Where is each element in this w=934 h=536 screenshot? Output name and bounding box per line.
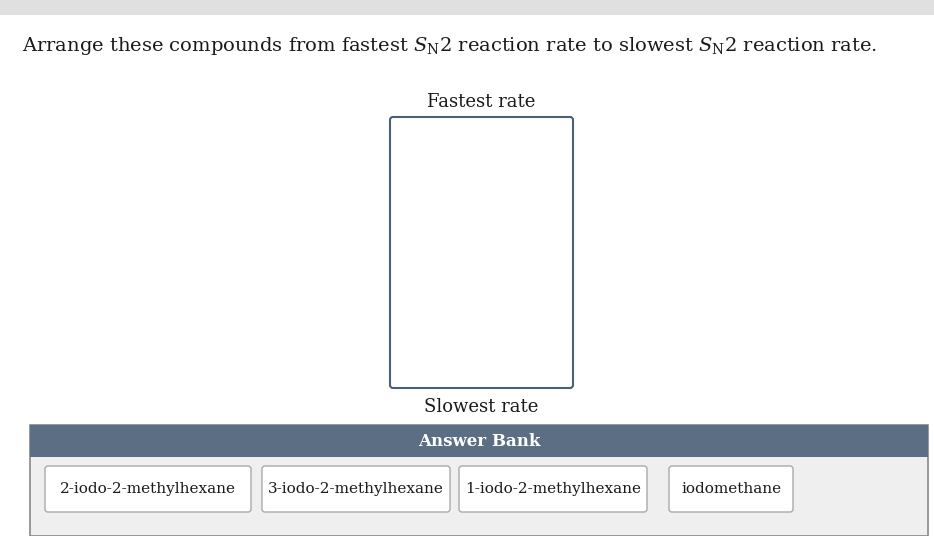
Bar <box>30 425 928 457</box>
FancyBboxPatch shape <box>459 466 647 512</box>
FancyBboxPatch shape <box>45 466 251 512</box>
Text: 3-iodo-2-methylhexane: 3-iodo-2-methylhexane <box>268 482 444 496</box>
FancyBboxPatch shape <box>262 466 450 512</box>
Text: Answer Bank: Answer Bank <box>417 433 540 450</box>
Text: Fastest rate: Fastest rate <box>428 93 536 111</box>
Text: iodomethane: iodomethane <box>681 482 781 496</box>
FancyBboxPatch shape <box>669 466 793 512</box>
Text: Slowest rate: Slowest rate <box>424 398 539 416</box>
Bar <box>30 425 928 536</box>
FancyBboxPatch shape <box>390 117 573 388</box>
Text: 2-iodo-2-methylhexane: 2-iodo-2-methylhexane <box>60 482 236 496</box>
Text: 1-iodo-2-methylhexane: 1-iodo-2-methylhexane <box>465 482 641 496</box>
Text: Arrange these compounds from fastest $S_\mathrm{N}2$ reaction rate to slowest $S: Arrange these compounds from fastest $S_… <box>22 35 877 57</box>
Bar <box>0 0 934 15</box>
